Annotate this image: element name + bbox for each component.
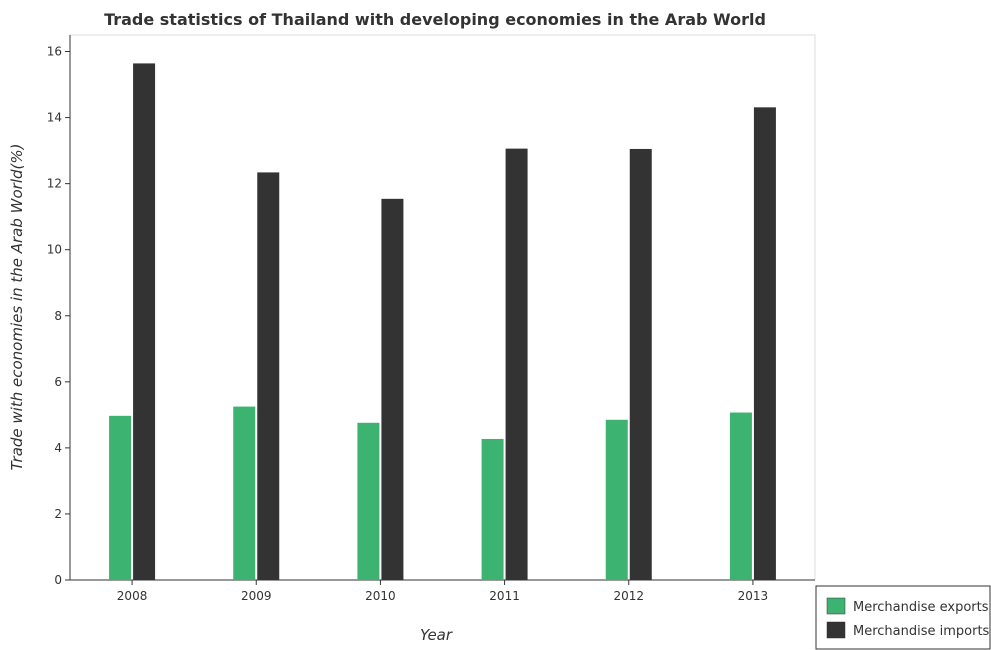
legend-label-imports: Merchandise imports: [853, 624, 990, 639]
bars: [109, 63, 776, 581]
y-tick-label: 2: [54, 507, 62, 521]
bar-merchandise-imports: [133, 63, 156, 580]
legend-label-exports: Merchandise exports: [853, 600, 989, 615]
y-tick-label: 16: [47, 45, 62, 59]
y-tick-label: 14: [47, 111, 62, 125]
x-tick-label: 2011: [489, 589, 520, 603]
bar-merchandise-imports: [753, 107, 776, 580]
x-tick-label: 2013: [738, 589, 769, 603]
bar-merchandise-exports: [729, 412, 752, 580]
chart-title: Trade statistics of Thailand with develo…: [104, 10, 766, 29]
x-tick-label: 2010: [365, 589, 396, 603]
bar-merchandise-imports: [381, 198, 404, 580]
y-axis: 0 2 4 6 8 10 12 14 16: [47, 35, 71, 587]
legend: Merchandise exports Merchandise imports: [815, 585, 991, 650]
y-tick-label: 4: [54, 441, 62, 455]
bar-merchandise-imports: [629, 148, 652, 581]
x-tick-label: 2008: [117, 589, 148, 603]
legend-swatch-imports: [826, 621, 846, 639]
x-axis: 2008 2009 2010 2011 2012 2013: [70, 579, 815, 603]
y-tick-label: 6: [54, 375, 62, 389]
y-tick-label: 8: [54, 309, 62, 323]
bar-merchandise-exports: [109, 415, 132, 580]
bar-merchandise-exports: [357, 422, 380, 580]
bar-merchandise-exports: [605, 419, 628, 580]
bar-merchandise-exports: [233, 406, 256, 580]
y-tick-label: 0: [54, 573, 62, 587]
legend-swatch-exports: [826, 597, 846, 615]
bar-merchandise-exports: [481, 438, 504, 580]
bar-merchandise-imports: [257, 172, 280, 580]
bar-merchandise-imports: [505, 148, 528, 580]
plot-area: [69, 34, 816, 581]
x-tick-label: 2009: [241, 589, 272, 603]
legend-box: [815, 585, 991, 650]
y-axis-label: Trade with economies in the Arab World(%…: [8, 144, 26, 471]
y-tick-label: 12: [47, 177, 62, 191]
x-axis-label: Year: [420, 626, 453, 644]
y-tick-label: 10: [47, 243, 62, 257]
x-tick-label: 2012: [613, 589, 644, 603]
